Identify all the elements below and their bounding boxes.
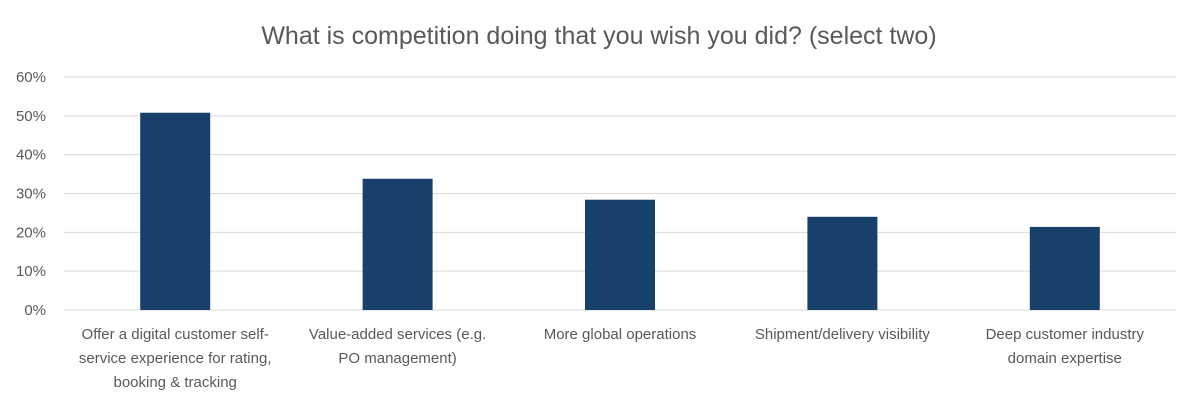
category-label: booking & tracking <box>113 374 236 391</box>
y-tick-label: 10% <box>16 263 46 280</box>
category-label: Shipment/delivery visibility <box>755 326 931 343</box>
category-label: PO management) <box>338 350 456 367</box>
category-label: Deep customer industry <box>986 326 1145 343</box>
y-tick-label: 30% <box>16 186 46 203</box>
bar <box>807 216 878 310</box>
category-label: Value-added services (e.g. <box>309 326 486 343</box>
chart-title: What is competition doing that you wish … <box>261 22 936 50</box>
x-axis-labels: Offer a digital customer self-service ex… <box>79 326 1145 391</box>
bars <box>140 112 1100 310</box>
y-tick-label: 40% <box>16 147 46 164</box>
category-label: More global operations <box>544 326 697 343</box>
y-axis-ticks: 0% 10% 20% 30% 40% 50% 60% <box>16 69 46 319</box>
y-tick-label: 0% <box>24 302 46 319</box>
bar <box>585 199 655 310</box>
y-tick-label: 20% <box>16 224 46 241</box>
category-label: Offer a digital customer self- <box>82 326 269 343</box>
bar <box>140 112 211 310</box>
category-label: service experience for rating, <box>79 350 272 367</box>
y-tick-label: 50% <box>16 108 46 125</box>
bar <box>362 178 433 310</box>
category-label: domain expertise <box>1008 350 1122 367</box>
y-tick-label: 60% <box>16 69 46 86</box>
bar <box>1029 226 1100 310</box>
